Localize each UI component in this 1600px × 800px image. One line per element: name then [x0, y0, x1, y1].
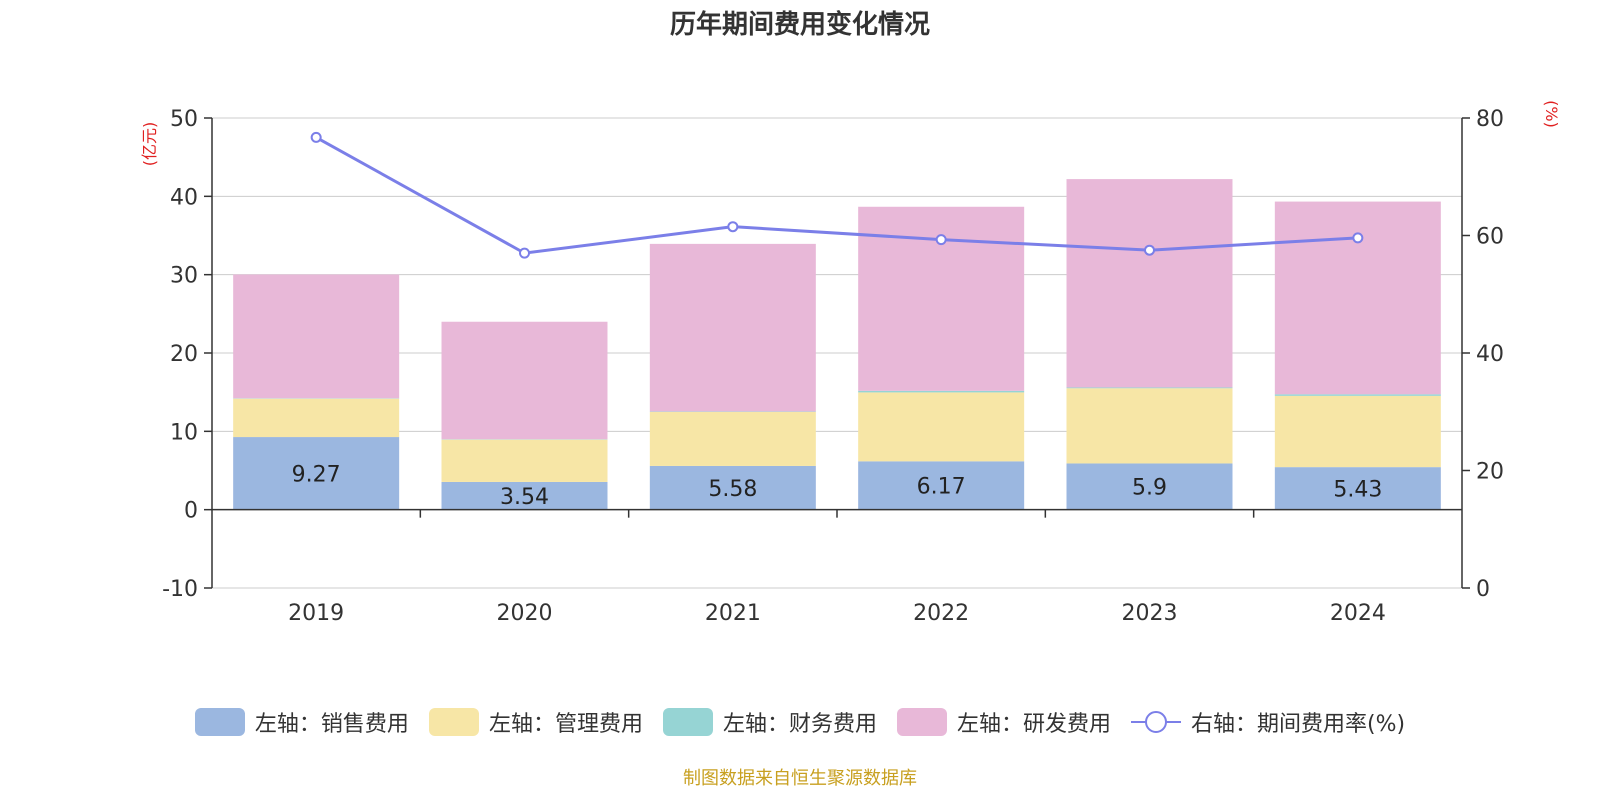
rate-point	[310, 131, 322, 143]
right-tick-label: 60	[1476, 225, 1504, 250]
chart-title: 历年期间费用变化情况	[669, 10, 930, 40]
rate-point	[935, 234, 947, 246]
bar-segment	[233, 274, 400, 399]
rate-point	[1144, 244, 1155, 256]
bar-segment	[1274, 467, 1441, 510]
x-tick-label: 2024	[1330, 601, 1386, 626]
legend-item[interactable]: 左轴：财务费用	[662, 706, 877, 738]
legend-label: 左轴：研发费用	[956, 712, 1111, 737]
bar-segment	[649, 465, 816, 510]
legend-item[interactable]: 右轴：期间费用率(%)	[1130, 706, 1406, 738]
legend-swatch	[194, 708, 245, 736]
left-tick-label: 0	[184, 499, 198, 524]
legend-item[interactable]: 左轴：研发费用	[896, 706, 1111, 738]
axes: 50 40 30 20 10 0 -10 80 60 40 20 0 (亿元) (%) 2019 2020 20…	[140, 100, 1561, 626]
bar-segment	[1066, 388, 1233, 464]
bar-segment	[1066, 387, 1233, 389]
right-tick-label: 80	[1476, 107, 1504, 132]
x-tick-label: 2020	[497, 601, 553, 626]
legend-label: 左轴：销售费用	[254, 712, 409, 737]
bar-value-label: 9.27	[292, 462, 341, 487]
legend-item[interactable]: 左轴：销售费用	[194, 706, 409, 738]
left-tick-label: 20	[170, 342, 198, 367]
rate-polyline	[315, 136, 1358, 255]
legend-label: 左轴：财务费用	[722, 712, 877, 737]
bar-segment	[441, 321, 608, 440]
left-tick-label: 50	[170, 107, 198, 132]
left-tick-label: 30	[170, 264, 198, 289]
bar-value-label: 5.58	[708, 477, 757, 502]
x-tick-label: 2019	[288, 601, 344, 626]
bar-segment	[233, 398, 400, 438]
left-tick-label: 10	[170, 420, 198, 445]
data-labels: 9.27 3.54 5.58 6.17 5.9 5.43	[292, 462, 1383, 509]
rate-point	[519, 247, 530, 259]
legend-line-marker-icon	[1130, 708, 1181, 736]
right-tick-label: 0	[1476, 577, 1490, 602]
rate-point	[727, 221, 739, 233]
right-tick-label: 40	[1476, 342, 1504, 367]
legend-swatch	[662, 708, 713, 736]
x-tick-label: 2021	[705, 601, 761, 626]
legend: 左轴：销售费用 左轴：管理费用 左轴：财务费用 左轴：研发费用 右轴：期间费用率(%)	[0, 706, 1600, 738]
bars	[233, 179, 1441, 510]
legend-swatch	[896, 708, 947, 736]
source-note: 制图数据来自恒生聚源数据库	[683, 768, 917, 789]
bar-segment	[233, 437, 400, 510]
legend-label: 左轴：管理费用	[488, 712, 643, 737]
bar-segment	[1066, 179, 1233, 388]
bar-value-label: 5.9	[1132, 476, 1167, 501]
bar-segment	[1274, 394, 1441, 396]
bar-value-label: 3.54	[500, 485, 549, 510]
x-tick-label: 2022	[913, 601, 969, 626]
right-tick-label: 20	[1476, 460, 1504, 485]
bar-segment	[441, 481, 608, 510]
legend-item[interactable]: 左轴：管理费用	[428, 706, 643, 738]
bar-value-label: 5.43	[1333, 477, 1382, 502]
bar-segment	[649, 243, 816, 412]
bar-value-label: 6.17	[917, 475, 966, 500]
bar-segment	[1066, 463, 1233, 510]
legend-label: 右轴：期间费用率(%)	[1190, 712, 1406, 737]
left-tick-label: 40	[170, 185, 198, 210]
bar-segment	[441, 439, 608, 482]
bar-segment	[858, 461, 1025, 510]
bar-segment	[1274, 395, 1441, 468]
x-tick-label: 2023	[1122, 601, 1178, 626]
rate-point	[1352, 232, 1364, 244]
bar-segment	[858, 392, 1025, 462]
left-axis-unit: (亿元)	[140, 122, 159, 167]
bar-segment	[1274, 201, 1441, 395]
legend-swatch	[428, 708, 479, 736]
left-tick-label: -10	[162, 577, 198, 602]
chart-area: 50 40 30 20 10 0 -10 80 60 40 20 0 (亿元) (%) 2019 2020 20…	[140, 100, 1561, 626]
bar-segment	[649, 411, 816, 466]
rate-line	[310, 131, 1364, 259]
right-axis-unit: (%)	[1542, 100, 1561, 128]
bar-segment	[858, 390, 1025, 393]
